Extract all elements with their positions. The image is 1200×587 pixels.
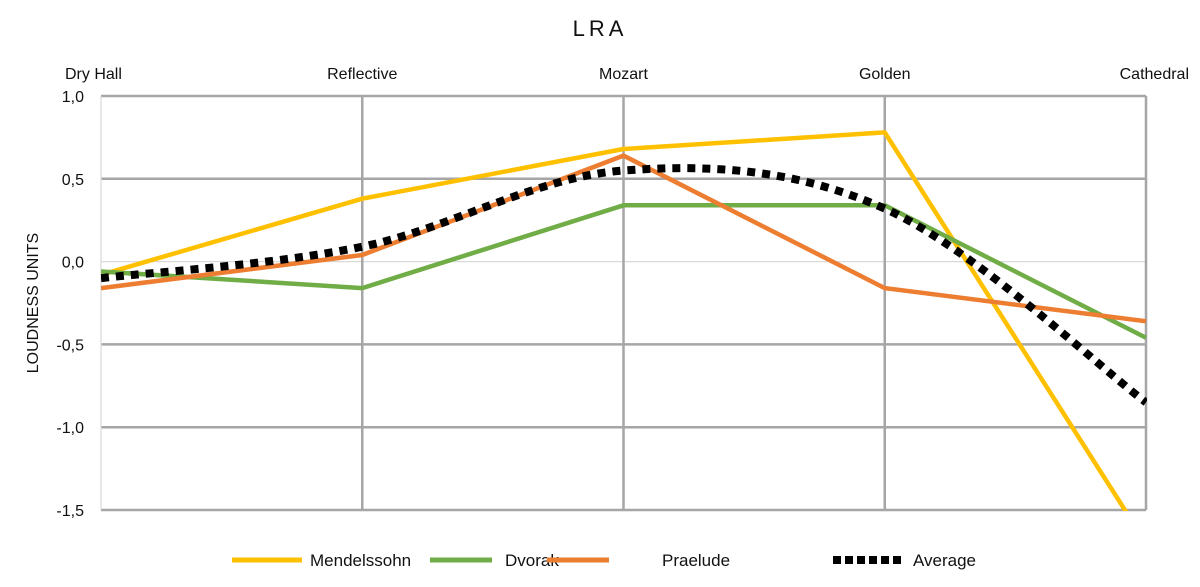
y-tick-labels: 1,0 0,5 0,0 -0,5 -1,0 -1,5 <box>56 89 84 520</box>
y-tick-label: 1,0 <box>62 89 84 106</box>
legend-label-praelude: Praelude <box>662 551 730 570</box>
gridlines <box>100 94 1148 512</box>
category-label: Cathedral <box>1120 66 1189 83</box>
category-label: Dry Hall <box>65 66 122 83</box>
y-tick-label: -1,0 <box>56 420 84 437</box>
chart-title: LRA <box>573 16 628 41</box>
y-tick-label: -1,5 <box>56 503 84 520</box>
legend-label-average: Average <box>913 551 976 570</box>
series-line-average <box>101 164 1147 406</box>
series-line-mendelssohn <box>101 130 1129 511</box>
series-line-praelude <box>101 153 1147 324</box>
y-tick-label: 0,5 <box>62 172 84 189</box>
y-tick-label: 0,0 <box>62 255 84 272</box>
series-lines <box>101 130 1147 511</box>
category-label: Golden <box>859 66 911 83</box>
category-labels: Dry Hall Reflective Mozart Golden Cathedral <box>65 66 1189 83</box>
legend: Mendelssohn Dvorak Praelude Average <box>232 551 976 570</box>
y-tick-label: -0,5 <box>56 337 84 354</box>
legend-label-mendelssohn: Mendelssohn <box>310 551 411 570</box>
category-label: Mozart <box>599 66 648 83</box>
series-line-dvorak <box>101 203 1147 340</box>
category-label: Reflective <box>327 66 397 83</box>
y-axis-label: LOUDNESS UNITS <box>25 233 42 373</box>
legend-label-dvorak: Dvorak <box>505 551 559 570</box>
